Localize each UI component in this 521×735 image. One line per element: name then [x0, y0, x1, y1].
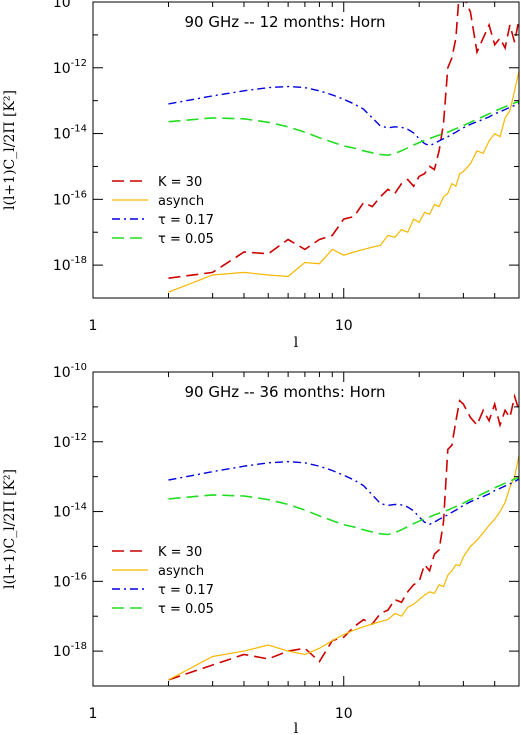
- panel-2-legend-label-1: asynch: [158, 564, 204, 579]
- panel-2-series-1-line: [168, 455, 519, 681]
- panel-1-series-1-line: [168, 70, 519, 293]
- panel-1-ytick-label: 10-10: [53, 0, 87, 11]
- panel-2-xtick-label: 10: [335, 706, 353, 722]
- panel-2-ytick-label: 10-16: [53, 571, 87, 590]
- panel-1-series-2-line: [168, 85, 519, 147]
- panel-1-x-axis-title: l: [294, 335, 299, 351]
- panel-2-plot-frame: [92, 371, 520, 687]
- panel-2: 1 10 10-18 10-16 10-14 10-12 10-10 90 GHz -- 36…: [2, 362, 520, 735]
- panel-2-ytick-label: 10-18: [53, 641, 87, 660]
- panel-2-ytick-label: 10-12: [53, 432, 87, 451]
- panel-2-legend-label-2: τ = 0.17: [158, 583, 214, 598]
- panel-2-title: 90 GHz -- 36 months: Horn: [184, 383, 385, 401]
- panel-1-series-0-line: [168, 2, 519, 279]
- panel-2-series-2-line: [168, 460, 519, 526]
- panel-2-ytick-label: 10-14: [53, 502, 87, 521]
- panel-2-y-axis-title: l(l+1)C_l/2Π [K²]: [2, 469, 18, 589]
- panel-2-legend-label-0: K = 30: [158, 545, 202, 560]
- panel-1-xtick-label: 10: [335, 318, 353, 334]
- panel-1-ytick-label: 10-14: [53, 124, 87, 143]
- panel-1-ytick-label: 10-18: [53, 255, 87, 274]
- panel-1-legend-label-3: τ = 0.05: [158, 232, 214, 247]
- panel-1-series-3-line: [168, 100, 519, 157]
- panel-1-legend-label-0: K = 30: [158, 175, 202, 190]
- panel-2-series-3-line: [168, 476, 519, 536]
- panel-1-legend-label-2: τ = 0.17: [158, 213, 214, 228]
- panel-2-xtick-label: 1: [89, 706, 98, 722]
- panel-1-xtick-label: 1: [89, 318, 98, 334]
- panel-1-y-axis-title: l(l+1)C_l/2Π [K²]: [2, 90, 18, 210]
- panel-1-title: 90 GHz -- 12 months: Horn: [184, 13, 385, 31]
- panel-2-ytick-label: 10-10: [53, 362, 87, 381]
- panel-2-x-axis-title: l: [294, 721, 299, 735]
- panel-1-plot-frame: [92, 1, 520, 299]
- panel-1-legend-label-1: asynch: [158, 194, 204, 209]
- panel-2-legend-label-3: τ = 0.05: [158, 602, 214, 617]
- panel-1-ytick-label: 10-16: [53, 189, 87, 208]
- panel-1-ytick-label: 10-12: [53, 58, 87, 77]
- panel-1: 1 10 10-18 10-16 10-14 10-12 10-10 90 GHz -- 12…: [2, 0, 520, 351]
- panel-2-series-0-line: [168, 393, 519, 681]
